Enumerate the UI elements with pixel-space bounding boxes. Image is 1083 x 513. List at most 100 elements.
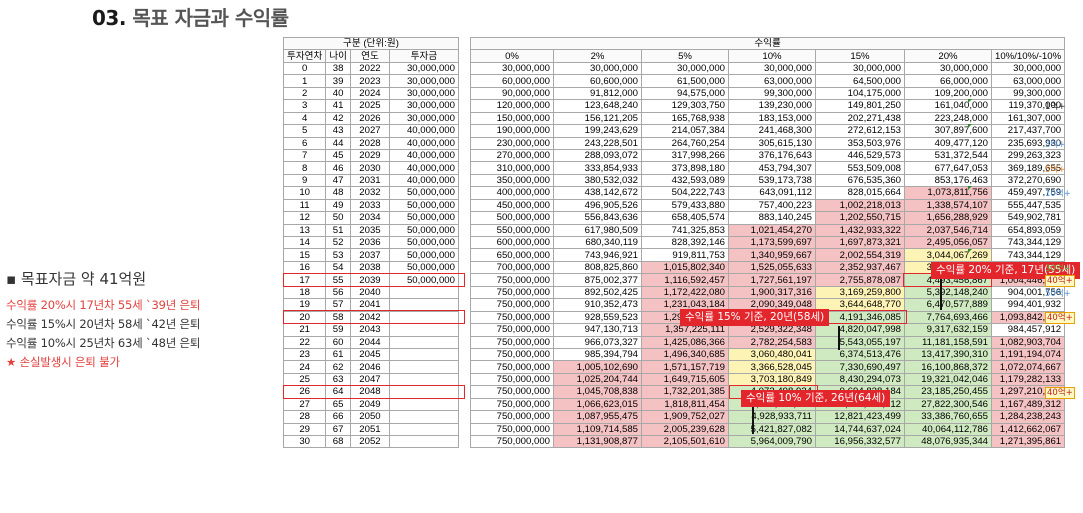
rate-column-header: 20% — [904, 49, 992, 63]
table-cell: 56 — [325, 285, 351, 300]
table-cell: 52 — [325, 235, 351, 250]
table-cell — [388, 397, 459, 412]
table-cell: 44 — [325, 136, 351, 150]
table-cell: 67 — [325, 422, 351, 437]
table-cell: 1,167,489,312 — [990, 397, 1066, 412]
table-cell: 16,956,332,577 — [815, 434, 905, 449]
threshold-tag: 40억+ — [1045, 274, 1075, 287]
table-cell: 750,000,000 — [470, 372, 554, 387]
table-cell: 555,447,535 — [990, 198, 1066, 213]
table-cell: 50,000,000 — [388, 248, 459, 262]
table-cell: 104,175,000 — [815, 86, 905, 101]
threshold-tag: 30억+ — [1045, 264, 1071, 275]
left-column-header: 투자금 — [388, 49, 459, 63]
table-cell: 1,131,908,877 — [553, 434, 642, 449]
table-row: 750,000,000 947,130,713 1,357,225,111 2,529… — [470, 323, 1066, 337]
title-number: 03. — [92, 6, 126, 30]
table-cell: 317,998,266 — [641, 148, 729, 163]
table-cell: 1 — [282, 74, 327, 88]
left-column-header: 연도 — [349, 49, 390, 63]
table-cell: 1,087,955,475 — [553, 410, 642, 424]
table-cell: 30,000,000 — [815, 61, 905, 76]
table-cell — [388, 285, 459, 300]
table-cell: 550,000,000 — [470, 223, 554, 238]
table-cell: 48 — [325, 186, 351, 200]
table-cell: 310,000,000 — [470, 161, 554, 175]
table-row: 2 40 2024 30,000,000 — [282, 86, 459, 101]
table-cell: 333,854,933 — [553, 161, 642, 175]
table-cell: 9 — [282, 173, 327, 188]
table-cell: 643,091,112 — [728, 186, 816, 200]
table-cell: 45 — [325, 148, 351, 163]
table-cell: 120,000,000 — [470, 99, 554, 113]
table-row: 22 60 2044 — [282, 335, 459, 349]
table-cell: 2,352,937,467 — [815, 260, 905, 275]
table-cell: 13,417,390,310 — [904, 347, 992, 362]
table-row: 24 62 2046 — [282, 360, 459, 374]
table-cell: 743,344,129 — [990, 248, 1066, 262]
table-row: 400,000,000 438,142,672 504,222,743 643,091… — [470, 186, 1066, 200]
table-cell: 2044 — [349, 335, 390, 349]
table-cell: 3 — [282, 99, 327, 113]
table-cell: 23 — [282, 347, 327, 362]
callout-connector — [838, 326, 840, 350]
table-cell: 99,300,000 — [990, 86, 1066, 101]
table-row: 23 61 2045 — [282, 347, 459, 362]
table-cell: 556,843,636 — [553, 211, 642, 225]
table-cell: 2 — [282, 86, 327, 101]
rate-column-header: 10% — [728, 49, 816, 63]
table-cell — [388, 434, 459, 449]
table-cell: 307,897,600 — [904, 124, 992, 138]
table-row: 9 47 2031 40,000,000 — [282, 173, 459, 188]
table-cell: 3,044,067,269 — [904, 248, 992, 262]
table-row: 750,000,000 1,131,908,877 2,105,501,610 5,9… — [470, 434, 1066, 449]
table-cell: 750,000,000 — [470, 434, 554, 449]
table-row: 60,000,000 60,600,000 61,500,000 63,000,000… — [470, 74, 1066, 88]
table-cell: 2028 — [349, 136, 390, 150]
table-cell: 3,703,180,849 — [728, 372, 816, 387]
table-cell: 48,076,935,344 — [904, 434, 992, 449]
table-cell: 39 — [325, 74, 351, 88]
table-cell: 2043 — [349, 323, 390, 337]
highlight-cell-box — [816, 309, 907, 325]
table-cell: 50,000,000 — [388, 235, 459, 250]
table-cell: 40,064,112,786 — [904, 422, 992, 437]
table-cell: 875,002,377 — [553, 273, 642, 287]
table-cell: 353,503,976 — [815, 136, 905, 150]
table-cell: 2045 — [349, 347, 390, 362]
table-cell: 2050 — [349, 410, 390, 424]
table-cell: 928,559,523 — [553, 310, 642, 325]
highlight-row-box — [283, 272, 465, 287]
table-cell: 432,593,089 — [641, 173, 729, 188]
table-cell: 650,000,000 — [470, 248, 554, 262]
table-cell: 1,082,903,704 — [990, 335, 1066, 349]
table-cell: 40,000,000 — [388, 124, 459, 138]
left-header-row: 투자연차 나이 연도 투자금 — [282, 49, 459, 63]
threshold-tag: 3억+ — [1045, 139, 1066, 150]
table-cell: 1,172,422,080 — [641, 285, 729, 300]
table-cell: 853,176,463 — [904, 173, 992, 188]
table-cell: 63,000,000 — [728, 74, 816, 88]
table-row: 750,000,000 1,087,955,475 1,909,752,027 4,9… — [470, 410, 1066, 424]
table-row: 30 68 2052 — [282, 434, 459, 449]
table-cell: 750,000,000 — [470, 310, 554, 325]
table-cell: 43 — [325, 124, 351, 138]
table-cell: 30,000,000 — [470, 61, 554, 76]
table-cell: 994,401,932 — [990, 298, 1066, 312]
summary-line: 수익률 20%시 17년차 55세 `39년 은퇴 — [6, 298, 201, 312]
table-cell: 149,801,250 — [815, 99, 905, 113]
table-cell: 985,394,794 — [553, 347, 642, 362]
table-cell: 1,496,340,685 — [641, 347, 729, 362]
table-cell: 750,000,000 — [470, 360, 554, 374]
callout-label: 수익률 15% 기준, 20년(58세) — [680, 309, 830, 326]
table-row: 14 52 2036 50,000,000 — [282, 235, 459, 250]
table-row: 8 46 2030 40,000,000 — [282, 161, 459, 175]
table-cell: 2,002,554,319 — [815, 248, 905, 262]
table-cell: 30,000,000 — [990, 61, 1066, 76]
table-cell: 676,535,360 — [815, 173, 905, 188]
table-row: 600,000,000 680,340,119 828,392,146 1,173,5… — [470, 235, 1066, 250]
table-cell: 214,057,384 — [641, 124, 729, 138]
table-cell: 60,600,000 — [553, 74, 642, 88]
table-row: 230,000,000 243,228,501 264,760,254 305,615… — [470, 136, 1066, 150]
table-row: 17 55 2039 50,000,000 — [282, 273, 459, 287]
